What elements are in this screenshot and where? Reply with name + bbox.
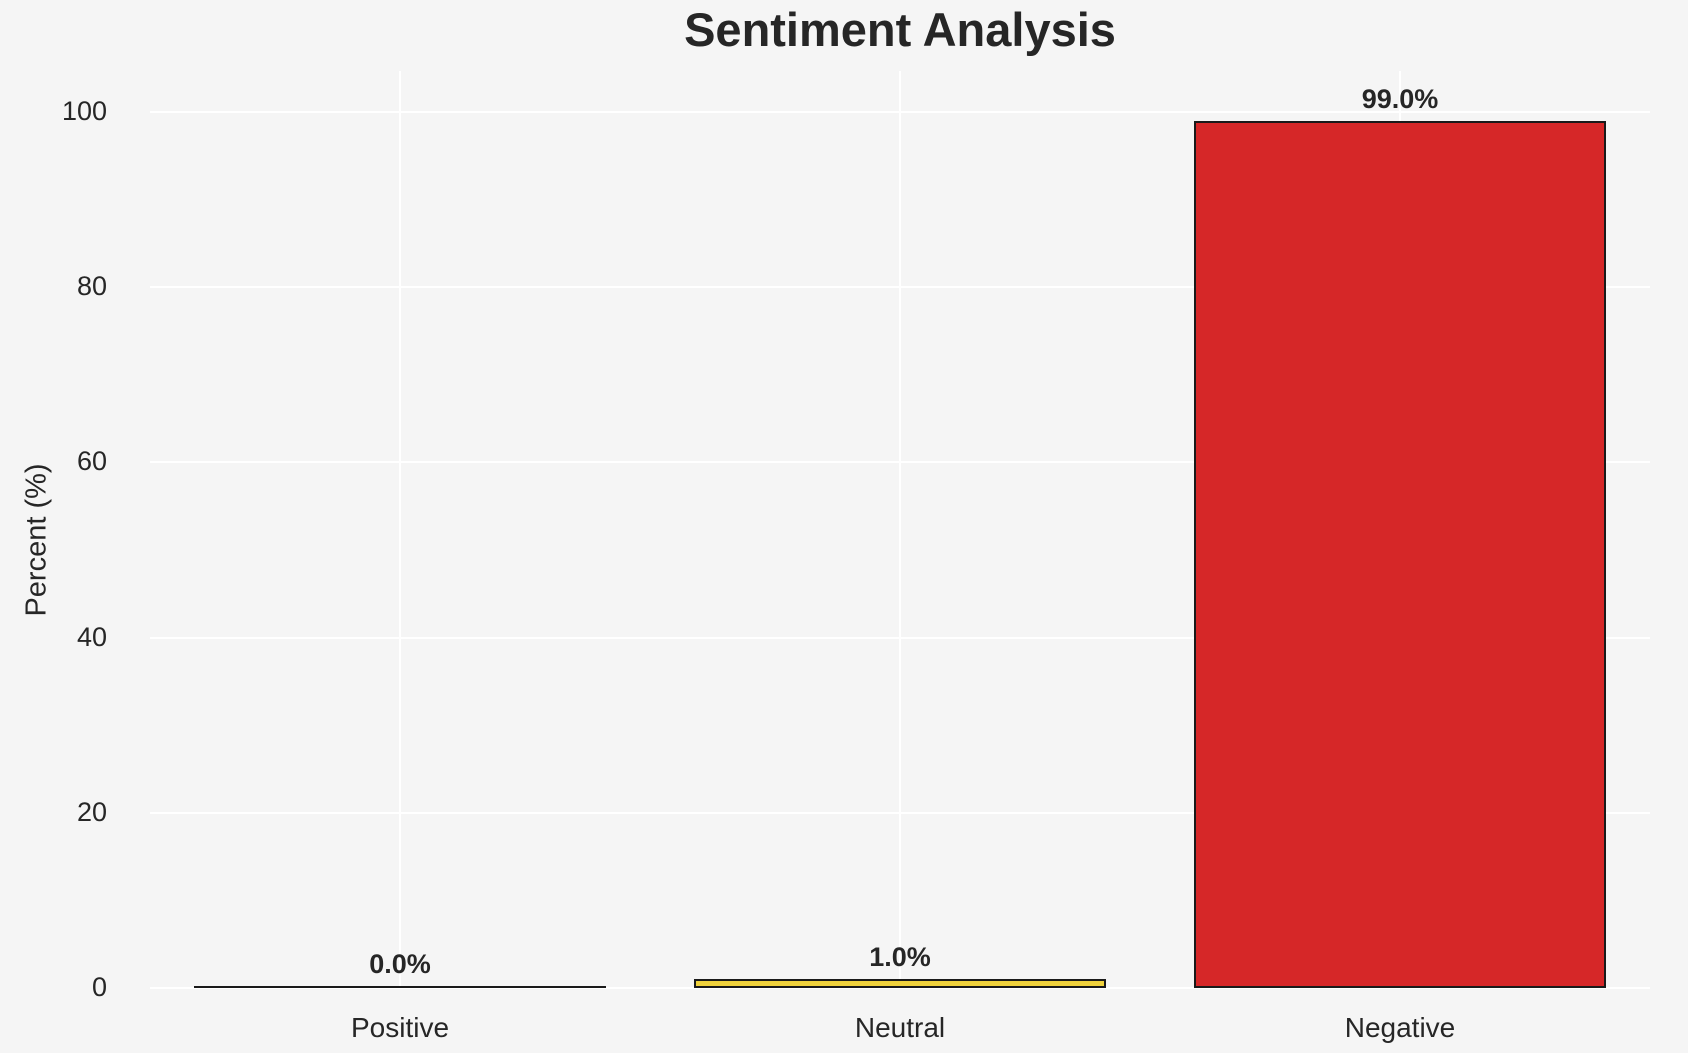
gridline-horizontal [150, 286, 1650, 288]
x-axis-tick-labels: Positive Neutral Negative [150, 1006, 1650, 1050]
x-tick-label-negative: Negative [1344, 1012, 1456, 1043]
bar-group-negative: 99.0% [1150, 71, 1650, 988]
gridline-horizontal [150, 987, 1650, 989]
y-tick-label: 60 [76, 446, 107, 476]
bar-group-positive: 0.0% [150, 71, 650, 988]
x-tick-label-positive: Positive [350, 1012, 450, 1043]
bar-value-label-negative: 99.0% [1361, 84, 1439, 114]
gridline-vertical [899, 71, 901, 988]
gridline-vertical [399, 71, 401, 988]
bar-value-label-positive: 0.0% [369, 949, 431, 979]
bar-neutral [694, 979, 1106, 988]
plot-area: 0.0% 1.0% 99.0% [150, 71, 1650, 989]
y-tick-label: 80 [76, 271, 107, 301]
gridline-horizontal [150, 637, 1650, 639]
gridline-horizontal [150, 111, 1650, 113]
y-axis-tick-labels: 0 20 40 60 80 100 [0, 71, 110, 1001]
y-tick-label: 0 [91, 972, 107, 1002]
bar-negative [1194, 121, 1606, 988]
bar-group-neutral: 1.0% [650, 71, 1150, 988]
gridline-horizontal [150, 461, 1650, 463]
y-tick-label: 20 [76, 797, 107, 827]
bar-value-label-neutral: 1.0% [869, 942, 931, 972]
x-tick-label-neutral: Neutral [854, 1012, 946, 1043]
chart-title: Sentiment Analysis [684, 3, 1116, 56]
bar-positive [194, 986, 606, 988]
y-tick-label: 100 [61, 96, 107, 126]
y-tick-label: 40 [76, 622, 107, 652]
gridline-horizontal [150, 812, 1650, 814]
